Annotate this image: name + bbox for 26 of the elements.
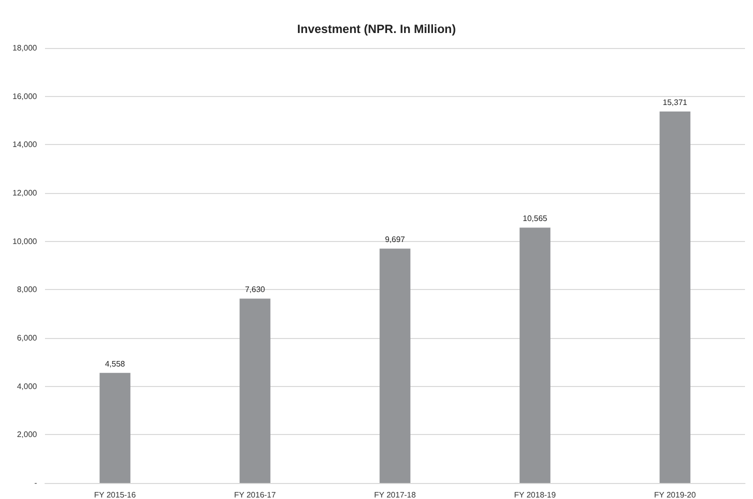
chart-title: Investment (NPR. In Million) [297,22,456,36]
x-tick-label: FY 2015-16 [94,490,136,499]
y-tick-label: 16,000 [12,92,38,101]
x-tick-label: FY 2016-17 [234,490,276,499]
bar [660,112,690,483]
x-tick-label: FY 2017-18 [374,490,416,499]
y-tick-label: 14,000 [12,140,38,150]
data-label: 9,697 [384,235,406,244]
x-tick-label: FY 2018-19 [514,490,556,499]
y-tick-label: 2,000 [16,430,38,440]
data-label: 15,371 [662,98,688,108]
y-tick-label: 4,000 [16,382,38,391]
x-tick-label: FY 2019-20 [654,490,696,499]
y-tick-label: 10,000 [12,236,38,246]
data-label: 4,558 [104,359,126,368]
bar [520,228,550,483]
y-tick-label: 18,000 [12,44,38,52]
y-tick-label: 6,000 [16,334,38,342]
data-label: 10,565 [522,214,548,224]
y-tick-label: 8,000 [16,285,38,294]
bar [240,298,270,483]
y-tick-label: - [34,478,38,488]
data-label: 7,630 [244,285,266,294]
bar [380,248,410,483]
bar [100,372,130,483]
y-tick-label: 12,000 [12,188,38,198]
